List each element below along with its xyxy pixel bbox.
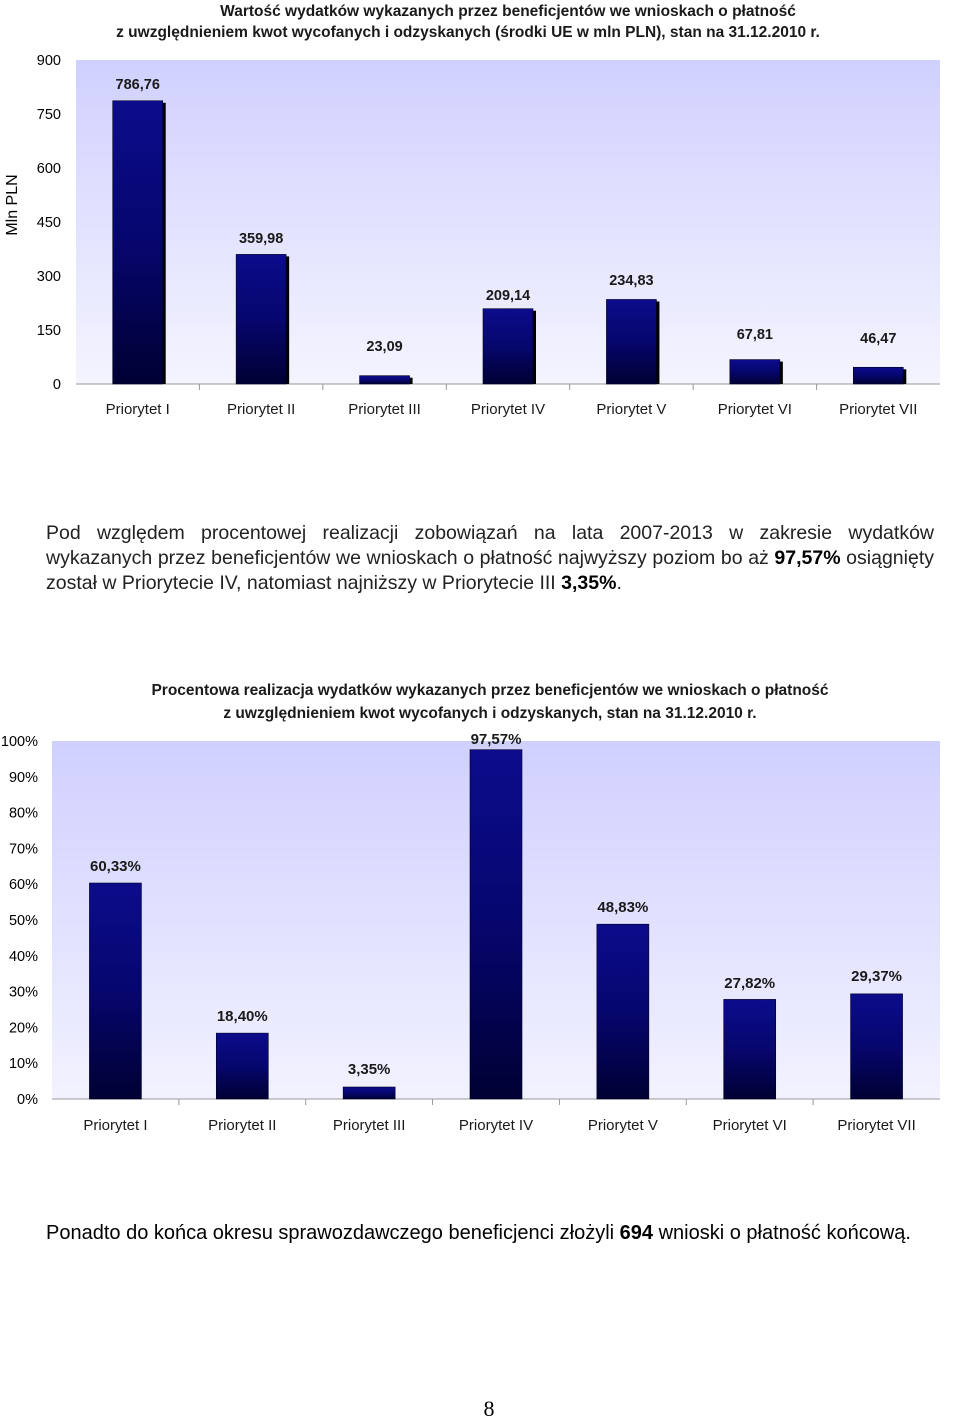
- y-tick-label: 150: [37, 323, 61, 339]
- x-category-label: Priorytet I: [106, 401, 170, 418]
- bar: [112, 100, 164, 385]
- bar: [359, 375, 410, 385]
- y-axis-label: Mln PLN: [4, 174, 21, 235]
- data-label: 27,82%: [724, 975, 775, 992]
- bar: [596, 923, 650, 1100]
- y-tick-label: 450: [37, 215, 61, 231]
- y-tick-label: 10%: [9, 1056, 38, 1072]
- y-tick-label: 50%: [9, 913, 38, 929]
- data-label: 209,14: [486, 288, 530, 304]
- data-label: 97,57%: [471, 731, 522, 748]
- chart-title-line2: z uwzględnieniem kwot wycofanych i odzys…: [223, 705, 756, 722]
- x-category-label: Priorytet II: [227, 401, 295, 418]
- bar: [342, 1086, 396, 1100]
- y-tick-label: 750: [37, 107, 61, 123]
- x-category-label: Priorytet III: [333, 1117, 406, 1134]
- bar: [723, 999, 777, 1100]
- page-number: 8: [483, 1396, 495, 1421]
- data-label: 23,09: [366, 339, 402, 355]
- highlight-max-percent: 97,57%: [774, 547, 841, 569]
- bar: [606, 299, 657, 385]
- y-tick-label: 70%: [9, 841, 38, 857]
- bar: [482, 308, 534, 385]
- x-category-label: Priorytet V: [588, 1117, 658, 1134]
- y-tick-label: 30%: [9, 985, 38, 1001]
- x-category-label: Priorytet VI: [713, 1117, 787, 1134]
- data-label: 3,35%: [348, 1061, 391, 1078]
- bar: [850, 993, 903, 1100]
- x-category-label: Priorytet V: [596, 401, 666, 418]
- bar: [852, 366, 904, 385]
- data-label: 46,47: [860, 331, 896, 347]
- y-tick-label: 80%: [9, 806, 38, 822]
- data-label: 18,40%: [217, 1008, 268, 1025]
- data-label: 60,33%: [90, 858, 141, 875]
- data-label: 29,37%: [851, 968, 902, 985]
- data-label: 48,83%: [597, 899, 648, 916]
- y-tick-label: 40%: [9, 949, 38, 965]
- x-category-label: Priorytet I: [83, 1117, 147, 1134]
- paragraph-final-requests: Ponadto do końca okresu sprawozdawczego …: [46, 1222, 911, 1244]
- chart-percent-realization: Procentowa realizacja wydatków wykazanyc…: [1, 682, 940, 1134]
- x-category-label: Priorytet IV: [471, 401, 545, 418]
- y-tick-label: 60%: [9, 877, 38, 893]
- bar: [469, 749, 523, 1100]
- x-category-label: Priorytet IV: [459, 1117, 533, 1134]
- bar: [729, 359, 781, 385]
- x-category-label: Priorytet VI: [718, 401, 792, 418]
- y-tick-label: 0%: [17, 1092, 38, 1108]
- y-tick-label: 20%: [9, 1020, 38, 1036]
- x-category-label: Priorytet III: [348, 401, 421, 418]
- data-label: 786,76: [116, 77, 160, 93]
- y-tick-label: 900: [37, 53, 61, 69]
- x-category-label: Priorytet VII: [839, 401, 917, 418]
- bar: [89, 882, 142, 1100]
- y-tick-label: 0: [53, 377, 61, 393]
- y-tick-label: 300: [37, 269, 61, 285]
- chart-title-line1: Procentowa realizacja wydatków wykazanyc…: [151, 682, 828, 699]
- y-tick-label: 600: [37, 161, 61, 177]
- highlight-min-percent: 3,35%: [561, 572, 617, 594]
- bar: [235, 254, 287, 385]
- chart-title-line1: Wartość wydatków wykazanych przez benefi…: [220, 3, 796, 20]
- data-label: 234,83: [609, 273, 653, 289]
- bar: [215, 1032, 269, 1100]
- x-category-label: Priorytet II: [208, 1117, 276, 1134]
- paragraph-realization: Pod względem procentowej realizacji zobo…: [46, 522, 934, 594]
- highlight-request-count: 694: [619, 1222, 654, 1244]
- chart-title-line2: z uwzględnieniem kwot wycofanych i odzys…: [116, 24, 820, 41]
- chart-expenditure-value: Wartość wydatków wykazanych przez benefi…: [4, 3, 940, 418]
- data-label: 359,98: [239, 231, 283, 247]
- y-tick-label: 90%: [9, 770, 38, 786]
- y-tick-label: 100%: [1, 734, 38, 750]
- data-label: 67,81: [737, 327, 773, 343]
- x-category-label: Priorytet VII: [837, 1117, 915, 1134]
